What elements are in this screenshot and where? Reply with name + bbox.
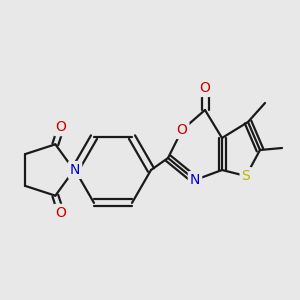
Text: O: O — [200, 81, 210, 95]
Text: O: O — [56, 206, 66, 220]
Text: N: N — [190, 173, 200, 187]
Text: S: S — [242, 169, 250, 183]
Text: O: O — [56, 120, 66, 134]
Text: N: N — [70, 163, 80, 177]
Text: O: O — [177, 123, 188, 137]
